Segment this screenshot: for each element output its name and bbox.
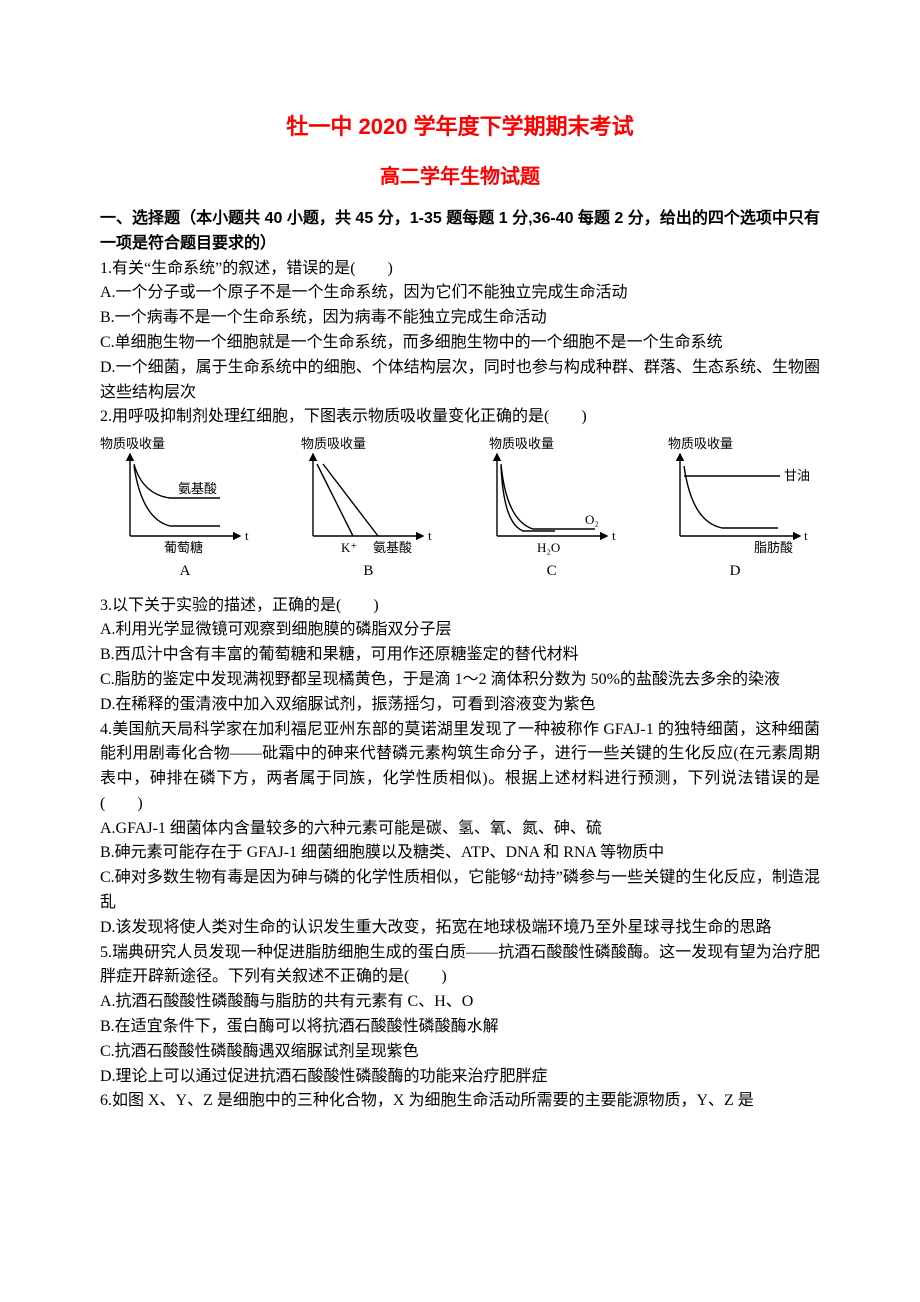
chart-c-ylabel: 物质吸收量 — [489, 436, 554, 451]
chart-a: 物质吸收量 t 氨基酸 葡萄糖 A — [100, 436, 270, 583]
q4-opt-c: C.砷对多数生物有毒是因为砷与磷的化学性质相似，它能够“劫持”磷参与一些关键的生… — [100, 866, 820, 916]
chart-d-ylabel: 物质吸收量 — [668, 436, 733, 451]
chart-b-panel-label: B — [363, 560, 373, 583]
q3-stem: 3.以下关于实验的描述，正确的是( ) — [100, 594, 820, 619]
chart-d-xlabel: t — [804, 528, 808, 543]
chart-a-c2: 葡萄糖 — [164, 540, 203, 555]
q1-stem: 1.有关“生命系统”的叙述，错误的是( ) — [100, 257, 820, 282]
q5-opt-b: B.在适宜条件下，蛋白酶可以将抗酒石酸酸性磷酸酶水解 — [100, 1015, 820, 1040]
chart-d-c2: 脂肪酸 — [754, 540, 793, 555]
q5-stem: 5.瑞典研究人员发现一种促进脂肪细胞生成的蛋白质——抗酒石酸酸性磷酸酶。这一发现… — [100, 941, 820, 991]
q1-opt-c: C.单细胞生物一个细胞就是一个生命系统，而多细胞生物中的一个细胞不是一个生命系统 — [100, 331, 820, 356]
q4-opt-b: B.砷元素可能存在于 GFAJ-1 细菌细胞膜以及糖类、ATP、DNA 和 RN… — [100, 841, 820, 866]
q4-opt-d: D.该发现将使人类对生命的认识发生重大改变，拓宽在地球极端环境乃至外星球寻找生命… — [100, 916, 820, 941]
q5-opt-c: C.抗酒石酸酸性磷酸酶遇双缩脲试剂呈现紫色 — [100, 1040, 820, 1065]
chart-c: 物质吸收量 t O₂ H₂O C — [467, 436, 637, 583]
chart-c-c2: H₂O — [537, 540, 560, 555]
q5-opt-d: D.理论上可以通过促进抗酒石酸酸性磷酸酶的功能来治疗肥胖症 — [100, 1065, 820, 1090]
doc-title-2: 高二学年生物试题 — [100, 162, 820, 193]
chart-c-xlabel: t — [612, 528, 616, 543]
q3-opt-d: D.在稀释的蛋清液中加入双缩脲试剂，振荡摇匀，可看到溶液变为紫色 — [100, 693, 820, 718]
chart-d: 物质吸收量 t 甘油 脂肪酸 D — [650, 436, 820, 583]
chart-b-xlabel: t — [428, 528, 432, 543]
q4-opt-a: A.GFAJ-1 细菌体内含量较多的六种元素可能是碳、氢、氧、氮、砷、硫 — [100, 817, 820, 842]
q3-opt-b: B.西瓜汁中含有丰富的葡萄糖和果糖，可用作还原糖鉴定的替代材料 — [100, 643, 820, 668]
q3-opt-a: A.利用光学显微镜可观察到细胞膜的磷脂双分子层 — [100, 618, 820, 643]
q1-opt-a: A.一个分子或一个原子不是一个生命系统，因为它们不能独立完成生命活动 — [100, 281, 820, 306]
q2-stem: 2.用呼吸抑制剂处理红细胞，下图表示物质吸收量变化正确的是( ) — [100, 405, 820, 430]
chart-a-panel-label: A — [180, 560, 191, 583]
chart-b-ylabel: 物质吸收量 — [301, 436, 366, 451]
q4-stem: 4.美国航天局科学家在加利福尼亚州东部的莫诺湖里发现了一种被称作 GFAJ-1 … — [100, 718, 820, 817]
q1-opt-d: D.一个细菌，属于生命系统中的细胞、个体结构层次，同时也参与构成种群、群落、生态… — [100, 356, 820, 406]
chart-a-ylabel: 物质吸收量 — [100, 436, 165, 451]
chart-b-c2: 氨基酸 — [373, 540, 412, 555]
q2-charts-row: 物质吸收量 t 氨基酸 葡萄糖 A 物质吸收量 t — [100, 436, 820, 583]
section-header: 一、选择题（本小题共 40 小题，共 45 分，1-35 题每题 1 分,36-… — [100, 207, 820, 257]
doc-title-1: 牡一中 2020 学年度下学期期末考试 — [100, 110, 820, 144]
q3-opt-c: C.脂肪的鉴定中发现满视野都呈现橘黄色，于是滴 1～2 滴体积分数为 50%的盐… — [100, 668, 820, 693]
chart-d-c1: 甘油 — [784, 468, 810, 483]
chart-d-panel-label: D — [730, 560, 741, 583]
chart-b-c1: K⁺ — [341, 540, 357, 555]
chart-b: 物质吸收量 t K⁺ 氨基酸 B — [283, 436, 453, 583]
q6-stem: 6.如图 X、Y、Z 是细胞中的三种化合物，X 为细胞生命活动所需要的主要能源物… — [100, 1089, 820, 1114]
chart-c-c1: O₂ — [585, 512, 599, 527]
chart-a-c1: 氨基酸 — [178, 481, 217, 496]
chart-a-xlabel: t — [245, 528, 249, 543]
q1-opt-b: B.一个病毒不是一个生命系统，因为病毒不能独立完成生命活动 — [100, 306, 820, 331]
q5-opt-a: A.抗酒石酸酸性磷酸酶与脂肪的共有元素有 C、H、O — [100, 990, 820, 1015]
chart-c-panel-label: C — [547, 560, 557, 583]
